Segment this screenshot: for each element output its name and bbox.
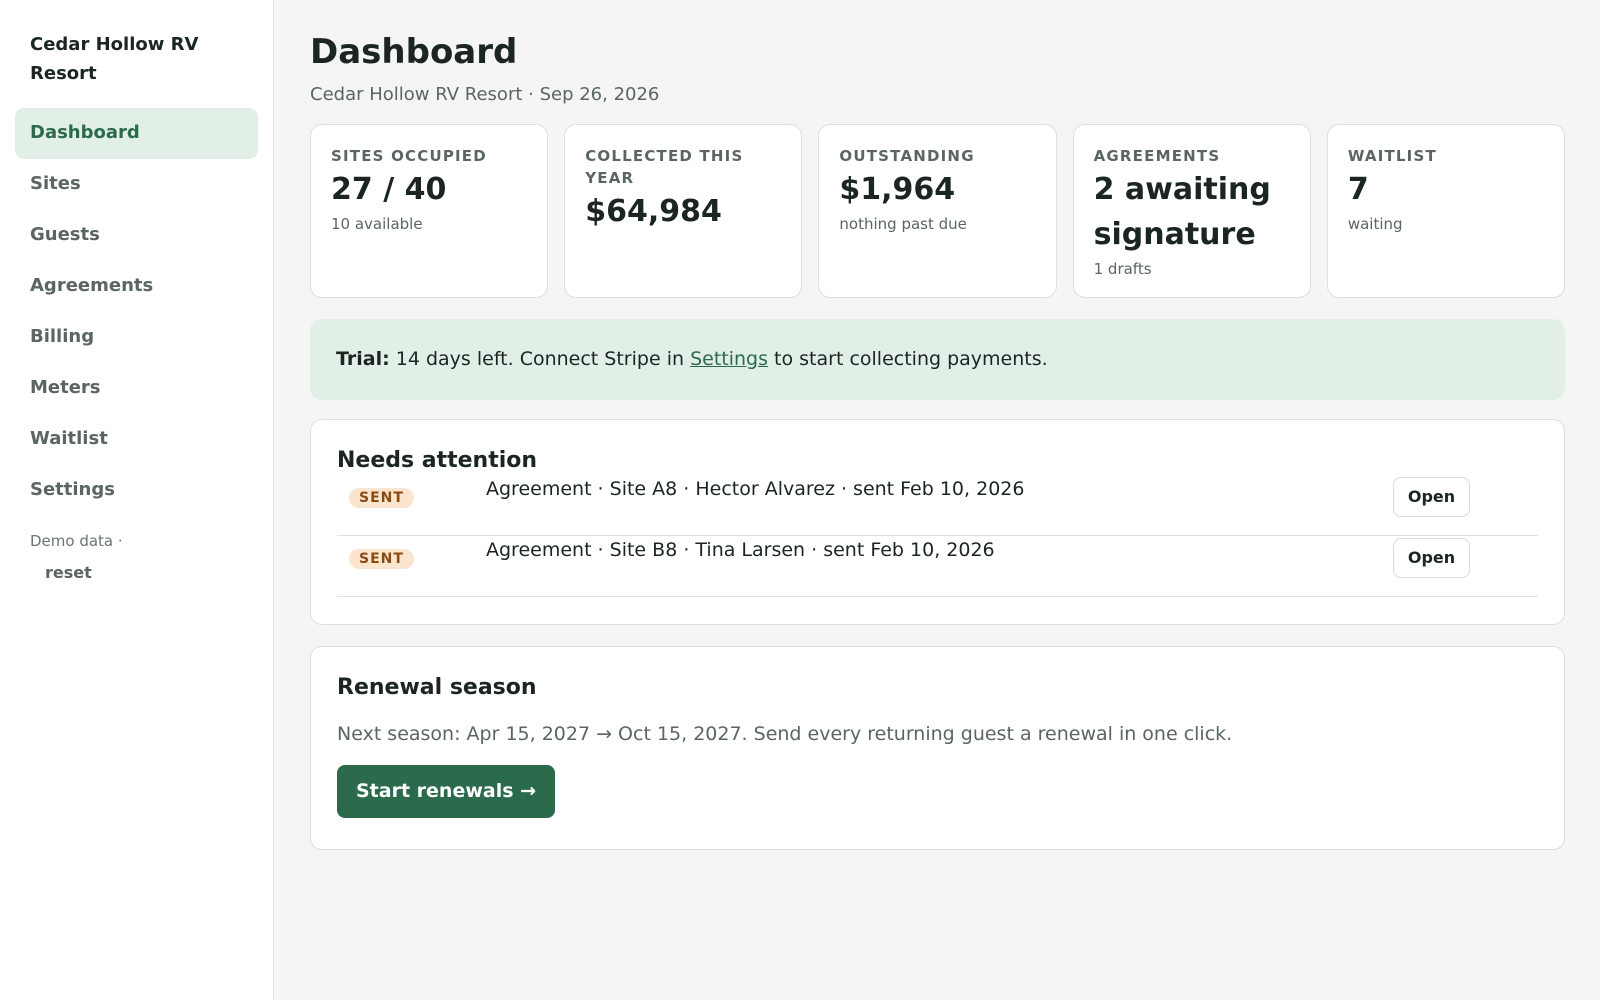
stat-value: $1,964 xyxy=(839,172,956,207)
stat-card-outstanding: Outstanding $1,964 nothing past due xyxy=(818,124,1057,298)
sidebar-item-dashboard[interactable]: Dashboard xyxy=(15,108,258,159)
stat-label: Outstanding xyxy=(839,147,975,165)
brand-name: Cedar Hollow RV Resort xyxy=(30,34,199,84)
renewal-season-card: Renewal season Next season: Apr 15, 2027… xyxy=(310,646,1565,850)
attention-row: SENT Agreement · Site B8 · Tina Larsen ·… xyxy=(337,536,1538,597)
open-button[interactable]: Open xyxy=(1393,477,1470,517)
status-badge: SENT xyxy=(349,549,414,569)
sidebar-nav: Dashboard Sites Guests Agreements Billin… xyxy=(15,108,258,516)
stat-sub: nothing past due xyxy=(839,215,967,233)
attention-row: SENT Agreement · Site A8 · Hector Alvare… xyxy=(337,475,1538,536)
demo-reset-link[interactable]: reset xyxy=(45,563,92,582)
sidebar-item-meters[interactable]: Meters xyxy=(30,377,101,398)
main-content: Dashboard Cedar Hollow RV Resort · Sep 2… xyxy=(310,0,1566,850)
attention-row-text: Agreement · Site B8 · Tina Larsen · sent… xyxy=(486,539,995,561)
stat-label: Agreements xyxy=(1093,147,1221,165)
stat-label: Waitlist xyxy=(1347,147,1437,165)
stat-label: Sites occupied xyxy=(331,147,487,165)
needs-attention-title: Needs attention xyxy=(337,448,538,473)
renewal-title: Renewal season xyxy=(337,675,537,700)
stat-value: 27 / 40 xyxy=(331,172,447,207)
stat-card-collected: Collected this year $64,984 xyxy=(564,124,803,298)
stat-card-sites-occupied: Sites occupied 27 / 40 10 available xyxy=(310,124,549,298)
sidebar-item-guests[interactable]: Guests xyxy=(30,224,100,245)
start-renewals-button[interactable]: Start renewals → xyxy=(337,765,556,818)
trial-text-before: 14 days left. Connect Stripe in xyxy=(389,348,691,370)
stat-card-agreements: Agreements 2 awaiting signature 1 drafts xyxy=(1072,124,1311,298)
stats-row: Sites occupied 27 / 40 10 available Coll… xyxy=(310,124,1566,298)
attention-row-text: Agreement · Site A8 · Hector Alvarez · s… xyxy=(486,478,1025,500)
stat-label: Collected this year xyxy=(585,147,744,187)
page-subtitle: Cedar Hollow RV Resort · Sep 26, 2026 xyxy=(310,84,660,105)
stat-card-waitlist: Waitlist 7 waiting xyxy=(1326,124,1566,298)
stat-value: 2 awaiting signature xyxy=(1093,172,1271,252)
sidebar-item-agreements[interactable]: Agreements xyxy=(30,275,154,296)
demo-data-label: Demo data · xyxy=(30,532,123,550)
stat-value: 7 xyxy=(1347,172,1369,207)
stat-sub: 1 drafts xyxy=(1093,260,1152,278)
trial-text-after: to start collecting payments. xyxy=(768,348,1048,370)
needs-attention-card: Needs attention SENT Agreement · Site A8… xyxy=(310,419,1565,625)
stat-sub: waiting xyxy=(1347,215,1403,233)
sidebar: Cedar Hollow RV Resort Dashboard Sites G… xyxy=(0,0,274,1000)
open-button[interactable]: Open xyxy=(1393,538,1470,578)
renewal-description: Next season: Apr 15, 2027 → Oct 15, 2027… xyxy=(337,723,1233,745)
sidebar-item-sites[interactable]: Sites xyxy=(30,173,81,194)
sidebar-item-waitlist[interactable]: Waitlist xyxy=(30,428,108,449)
trial-prefix: Trial: xyxy=(336,348,390,370)
settings-link[interactable]: Settings xyxy=(690,348,768,370)
stat-sub: 10 available xyxy=(331,215,423,233)
sidebar-item-settings[interactable]: Settings xyxy=(30,479,115,500)
sidebar-item-billing[interactable]: Billing xyxy=(30,326,95,347)
status-badge: SENT xyxy=(349,488,414,508)
trial-banner: Trial: 14 days left. Connect Stripe in S… xyxy=(310,319,1565,400)
stat-value: $64,984 xyxy=(585,194,722,229)
page-title: Dashboard xyxy=(310,32,518,72)
